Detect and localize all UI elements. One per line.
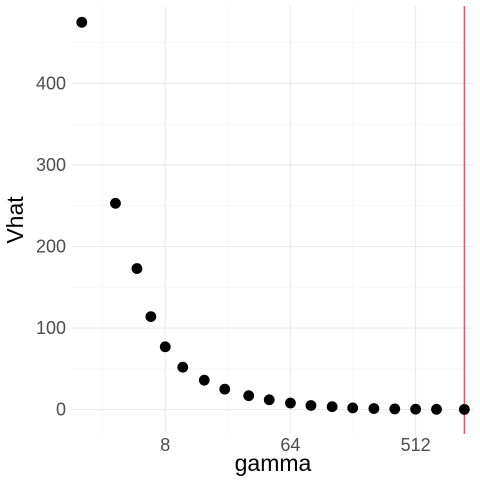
y-tick-label: 300 bbox=[36, 155, 66, 175]
data-point bbox=[389, 403, 401, 415]
y-tick-labels: 0 100 200 300 400 bbox=[36, 73, 66, 419]
data-point bbox=[368, 403, 380, 414]
data-point bbox=[243, 390, 255, 402]
data-point bbox=[305, 400, 317, 411]
y-tick-label: 100 bbox=[36, 318, 66, 338]
data-point bbox=[177, 361, 189, 373]
data-points bbox=[76, 16, 470, 415]
x-tick-label: 512 bbox=[401, 435, 431, 455]
y-tick-label: 400 bbox=[36, 73, 66, 93]
data-point bbox=[198, 374, 210, 386]
x-axis-title: gamma bbox=[235, 450, 312, 476]
data-point bbox=[263, 394, 275, 406]
y-tick-label: 0 bbox=[56, 400, 66, 420]
data-point bbox=[285, 397, 296, 409]
x-tick-labels: 8 64 512 bbox=[160, 435, 430, 455]
data-point bbox=[145, 311, 157, 323]
data-point bbox=[159, 341, 171, 353]
data-point bbox=[347, 402, 359, 414]
data-point bbox=[131, 263, 143, 274]
y-tick-label: 200 bbox=[36, 236, 66, 256]
data-point bbox=[110, 197, 121, 209]
data-point bbox=[76, 16, 88, 28]
data-point bbox=[410, 403, 422, 415]
y-axis-title: Vhat bbox=[2, 196, 28, 244]
x-tick-label: 8 bbox=[160, 435, 170, 455]
grid bbox=[72, 6, 474, 434]
data-point bbox=[219, 383, 231, 395]
data-point bbox=[326, 401, 338, 413]
data-point bbox=[431, 403, 442, 415]
x-tick-label: 64 bbox=[280, 435, 300, 455]
data-point bbox=[458, 403, 470, 415]
